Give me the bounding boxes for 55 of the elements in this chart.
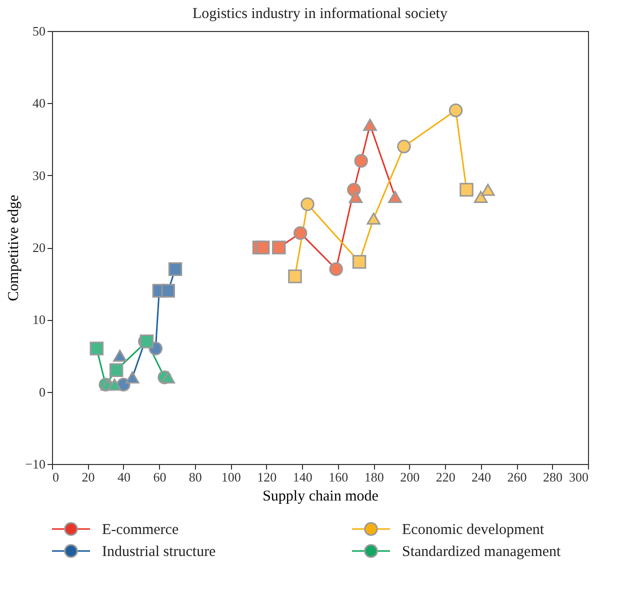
x-axis-title: Supply chain mode	[262, 488, 379, 504]
x-tick-label: 300	[569, 470, 588, 484]
y-tick-label: −10	[25, 456, 46, 472]
point	[293, 226, 308, 240]
point	[366, 212, 380, 225]
x-tick-label: 260	[507, 470, 527, 484]
point	[113, 350, 127, 362]
x-tick-label: 280	[543, 470, 563, 484]
y-tick-label: 30	[32, 168, 46, 183]
legend-label: Industrial structure	[102, 544, 216, 560]
point	[90, 342, 104, 356]
point	[329, 262, 343, 276]
y-tick-label: 40	[32, 96, 46, 111]
y-tick-label: 20	[32, 240, 46, 255]
x-tick-label: 80	[188, 470, 202, 484]
point	[348, 190, 363, 204]
point	[388, 190, 402, 204]
x-tick-label: 220	[436, 470, 456, 484]
y-axis-title: Competitive edge	[6, 194, 22, 302]
x-tick-label: 40	[117, 470, 130, 484]
point	[272, 240, 286, 254]
x-tick-label: 200	[400, 470, 420, 484]
point	[474, 190, 488, 204]
point	[168, 262, 182, 276]
chart-title: Logistics industry in informational society	[192, 6, 448, 22]
point	[288, 269, 302, 284]
x-tick-label: 180	[364, 470, 384, 484]
point	[161, 284, 176, 298]
point	[354, 154, 368, 168]
x-tick-label: 100	[221, 470, 241, 484]
x-tick-label: 240	[472, 470, 492, 484]
point	[126, 371, 140, 384]
point	[352, 255, 366, 269]
y-tick-label: 0	[39, 384, 46, 400]
point	[397, 140, 411, 154]
legend-label: Standardized management	[402, 544, 562, 560]
point	[481, 184, 495, 196]
x-tick-label: 0	[52, 470, 59, 484]
point	[460, 182, 474, 197]
x-tick-label: 140	[292, 470, 312, 484]
x-tick-label: 20	[82, 470, 95, 484]
point	[363, 118, 377, 131]
legend-label: E-commerce	[102, 522, 179, 538]
point	[448, 104, 463, 118]
point	[161, 371, 176, 384]
point	[300, 197, 314, 212]
point	[108, 378, 122, 391]
point	[256, 240, 270, 254]
y-tick-label: 50	[32, 24, 46, 38]
y-tick-label: 10	[32, 312, 46, 328]
point	[109, 363, 124, 378]
x-tick-label: 160	[328, 470, 348, 484]
x-tick-label: 60	[153, 470, 166, 484]
x-tick-label: 120	[257, 470, 277, 484]
legend-label: Economic development	[402, 522, 545, 538]
